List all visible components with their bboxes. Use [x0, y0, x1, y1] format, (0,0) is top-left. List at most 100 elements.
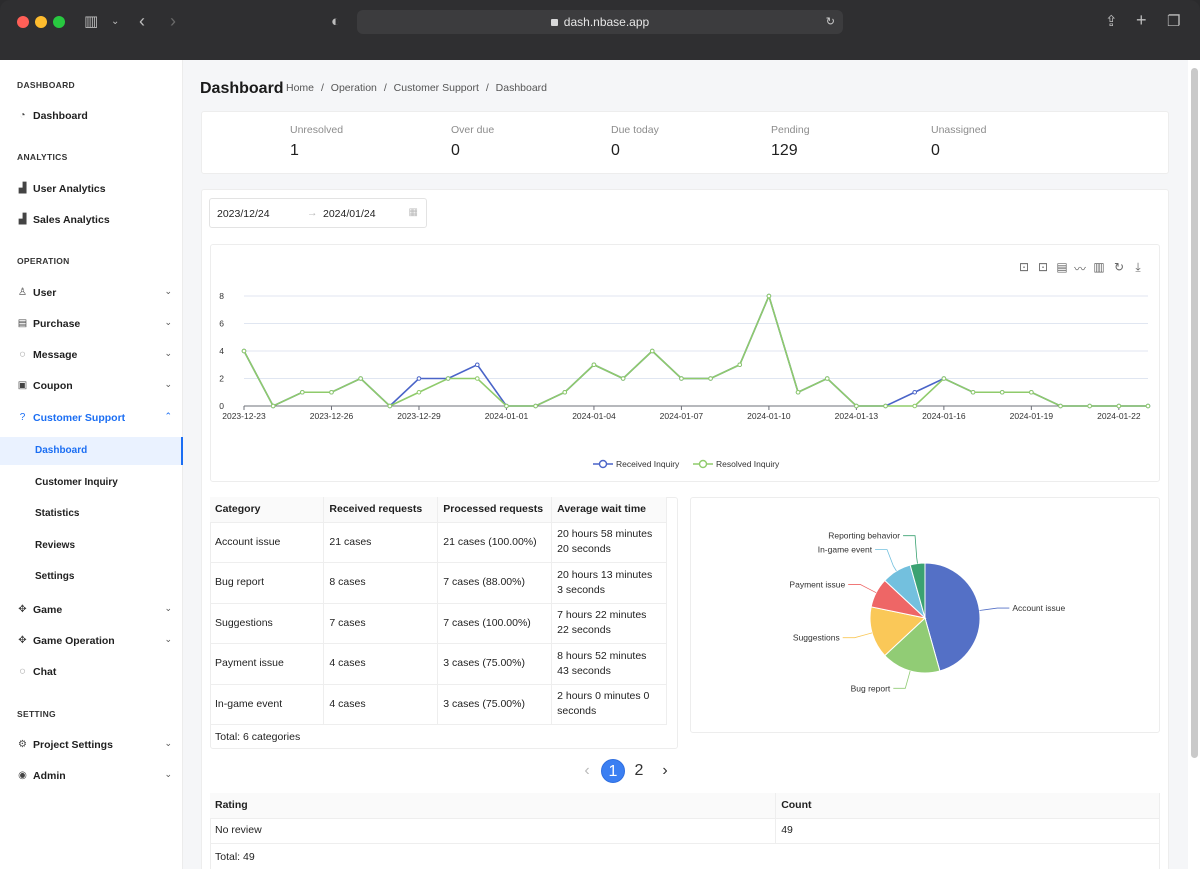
y-tick-label: 6 [219, 319, 224, 329]
lock-icon [550, 19, 558, 26]
stat-value: 0 [451, 142, 460, 159]
data-point [854, 403, 859, 409]
table-row: Payment issue 4 cases 3 cases (75.00%) 8… [210, 643, 667, 685]
data-point [766, 293, 772, 299]
share-icon[interactable]: ⇪ [1105, 13, 1118, 30]
sidebar-item-user[interactable]: ♙ User ⌄ [0, 278, 183, 308]
back-arrow-icon[interactable]: ‹ [139, 11, 145, 31]
message-icon: ◌ [19, 349, 26, 360]
chevron-down-icon: ⌄ [164, 286, 172, 296]
sidebar-item-game-operation[interactable]: ✥ Game Operation ⌄ [0, 626, 183, 656]
sidebar-toggle-icon[interactable]: ▥ [84, 13, 99, 30]
sidebar-item-admin[interactable]: ◉ Admin ⌄ [0, 761, 183, 791]
data-point [1145, 403, 1151, 409]
table-cell: No review [210, 818, 777, 844]
breadcrumb-operation[interactable]: Operation [330, 82, 377, 94]
new-tab-icon[interactable]: + [1136, 10, 1147, 30]
zoom-reset-icon[interactable]: ⊡ [1037, 260, 1049, 274]
zoom-window-button[interactable] [53, 16, 65, 28]
table-cell: 7 cases [323, 603, 439, 644]
sidebar-item-dashboard[interactable]: ◔ Dashboard [0, 101, 183, 131]
gear-icon: ⚙ [18, 739, 27, 750]
line-type-icon[interactable]: 〰 [1073, 262, 1086, 276]
data-point [416, 389, 422, 395]
sidebar-subitem-statistics[interactable]: Statistics [0, 500, 183, 528]
table-cell: 20 hours 58 minutes 20 seconds [551, 522, 667, 563]
gamepad-icon: ✥ [18, 635, 27, 646]
legend-label: Received Inquiry [616, 459, 680, 469]
sidebar-subitem-reviews[interactable]: Reviews [0, 532, 183, 560]
pie-label: Reporting behavior [828, 531, 900, 541]
chat-icon: ◌ [19, 666, 26, 677]
sidebar-subitem-settings[interactable]: Settings [0, 563, 183, 591]
shield-icon[interactable]: ◐ [331, 13, 341, 30]
breadcrumb-customer-support[interactable]: Customer Support [393, 82, 479, 94]
stat-unresolved: Unresolved 1 [290, 124, 343, 160]
table-cell: 3 cases (75.00%) [437, 684, 553, 725]
column-header[interactable]: Processed requests [437, 497, 553, 523]
forward-arrow-icon[interactable]: › [170, 11, 176, 31]
minimize-window-button[interactable] [35, 16, 47, 28]
column-header[interactable]: Rating [210, 793, 777, 819]
legend-label: Resolved Inquiry [716, 459, 780, 469]
stat-value: 0 [931, 142, 940, 159]
x-tick-label: 2023-12-23 [222, 411, 266, 421]
table-cell: Payment issue [210, 643, 325, 685]
pagination-next[interactable]: › [662, 762, 668, 779]
line-chart-card [210, 244, 1160, 482]
bar-type-icon[interactable]: ▥ [1093, 260, 1105, 274]
sidebar-item-project-settings[interactable]: ⚙ Project Settings ⌄ [0, 730, 183, 760]
arrow-right-icon: → [307, 207, 318, 219]
sidebar-item-sales-analytics[interactable]: ▟ Sales Analytics [0, 205, 183, 235]
pie-label: In-game event [818, 545, 873, 555]
sidebar-item-chat[interactable]: ◌ Chat [0, 657, 183, 687]
sidebar-item-customer-support[interactable]: ? Customer Support ⌃ [0, 403, 183, 433]
breadcrumb-home[interactable]: Home [286, 82, 315, 94]
pagination-prev[interactable]: ‹ [584, 762, 590, 779]
gamepad-icon: ✥ [18, 604, 27, 615]
restore-icon[interactable]: ↻ [1113, 260, 1125, 274]
data-point [1087, 403, 1092, 409]
start-date-input[interactable]: 2023/12/24 [217, 208, 270, 220]
column-header[interactable]: Count [775, 793, 1160, 819]
end-date-input[interactable]: 2024/01/24 [323, 208, 376, 220]
reload-icon[interactable]: ↻ [825, 16, 835, 28]
table-cell: 7 cases (100.00%) [437, 603, 553, 644]
column-header[interactable]: Average wait time [551, 497, 667, 523]
column-header[interactable]: Received requests [323, 497, 439, 523]
address-bar[interactable]: dash.nbase.app ↻ [357, 10, 843, 34]
tab-overview-icon[interactable]: ❐ [1167, 13, 1181, 30]
sidebar: DASHBOARD ◔ Dashboard ANALYTICS ▟ User A… [0, 60, 183, 869]
close-window-button[interactable] [17, 16, 29, 28]
sidebar-item-user-analytics[interactable]: ▟ User Analytics [0, 174, 183, 204]
sidebar-subitem-customer-inquiry[interactable]: Customer Inquiry [0, 469, 183, 497]
data-point [620, 376, 626, 381]
chevron-down-icon: ⌄ [164, 603, 172, 613]
sidebar-item-label: User [33, 287, 57, 299]
download-icon[interactable]: ⤓ [1135, 260, 1141, 274]
column-header[interactable]: Category [210, 497, 325, 523]
sidebar-item-coupon[interactable]: ▣ Coupon ⌄ [0, 371, 183, 401]
data-point [300, 389, 305, 395]
pie-label: Suggestions [793, 633, 840, 643]
data-point [358, 376, 363, 381]
zoom-icon[interactable]: ⊡ [1018, 260, 1030, 274]
sidebar-item-purchase[interactable]: ▤ Purchase ⌄ [0, 309, 183, 339]
sidebar-item-message[interactable]: ◌ Message ⌄ [0, 340, 183, 370]
breadcrumb: Home / Operation / Customer Support / Da… [286, 82, 551, 94]
calendar-icon[interactable]: ▦ [408, 207, 418, 218]
section-operation: OPERATION [17, 256, 70, 266]
chevron-down-icon[interactable]: ⌄ [111, 16, 120, 27]
table-cell: 21 cases (100.00%) [437, 522, 553, 563]
sidebar-item-game[interactable]: ✥ Game ⌄ [0, 595, 183, 625]
chevron-down-icon: ⌄ [164, 317, 172, 327]
data-view-icon[interactable]: ▤ [1056, 260, 1068, 274]
pagination-page-1[interactable]: 1 [601, 759, 625, 783]
scrollbar[interactable] [1191, 68, 1198, 758]
sidebar-subitem-dashboard[interactable]: Dashboard [0, 437, 183, 465]
pagination-page-2[interactable]: 2 [634, 762, 644, 779]
date-range-picker[interactable]: 2023/12/24 → 2024/01/24 ▦ [209, 198, 427, 228]
data-point [999, 389, 1005, 395]
pie-label-line [979, 607, 1010, 611]
pie-slice [924, 562, 981, 672]
